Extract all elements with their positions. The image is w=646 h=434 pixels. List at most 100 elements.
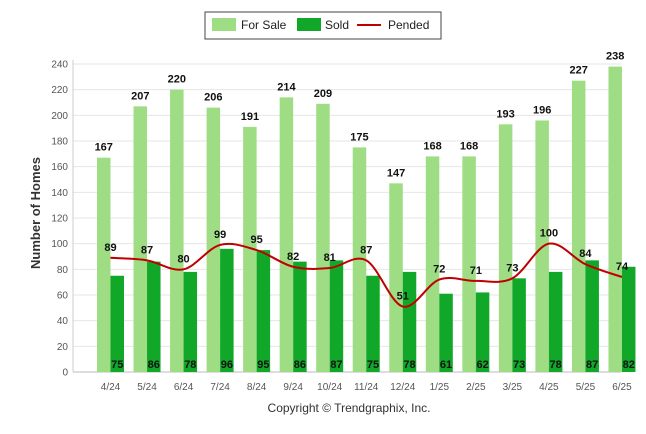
y-tick-label: 220 [51,85,68,96]
bar-sold [585,260,599,372]
data-label-pended: 95 [251,234,263,246]
legend-label-sold: Sold [325,18,349,32]
data-label-sold: 73 [513,359,525,371]
data-label-pended: 87 [360,244,372,256]
bar-sold [512,278,526,372]
x-axis-ticks: 4/24 5/24 6/24 7/24 8/24 9/24 10/24 11/24 12/24 1… [101,382,632,393]
data-label-sold: 95 [257,359,269,371]
y-tick-label: 180 [51,137,68,148]
data-label-sold: 96 [221,359,233,371]
y-tick-label: 40 [57,316,69,327]
bar-for-sale [243,126,257,372]
pended-line [110,242,623,308]
x-tick-label: 7/24 [210,382,230,393]
data-label-sold: 87 [330,359,342,371]
legend-label-pended: Pended [388,18,429,32]
bar-for-sale [425,156,440,372]
data-label-sold: 82 [623,359,635,371]
data-label-for-sale: 220 [168,74,186,86]
data-label-for-sale: 206 [204,92,222,104]
bar-sold [256,250,271,372]
data-label-pended: 82 [287,251,299,263]
data-label-for-sale: 238 [606,51,624,63]
bar-sold [366,275,380,372]
data-label-sold: 62 [476,359,488,371]
data-label-for-sale: 147 [387,167,405,179]
y-tick-label: 120 [51,214,68,225]
y-axis-ticks: 0 20 40 60 80 100 120 140 160 180 200 220 240 [51,60,68,379]
x-tick-label: 6/24 [174,382,194,393]
bar-sold [402,271,417,372]
bar-for-sale [206,107,221,372]
data-label-for-sale: 167 [95,142,113,154]
x-tick-label: 5/25 [576,382,596,393]
y-tick-label: 60 [57,291,69,302]
x-tick-label: 11/24 [354,382,379,393]
legend-label-for-sale: For Sale [241,18,287,32]
bar-for-sale [352,147,367,372]
bar-for-sale [133,106,148,372]
bar-for-sale [462,156,476,372]
data-label-for-sale: 168 [423,140,441,152]
y-tick-label: 0 [62,368,68,379]
pended-line-group [110,242,623,308]
bar-sold [548,271,563,372]
x-tick-label: 4/24 [101,382,121,393]
data-labels: 167 75 207 86 220 78 206 96 191 95 214 86 209 87 175 75… [95,51,635,371]
data-label-for-sale: 214 [277,81,296,93]
data-label-for-sale: 168 [460,140,478,152]
x-tick-label: 3/25 [503,382,523,393]
data-label-for-sale: 175 [350,131,368,143]
x-tick-label: 12/24 [390,382,415,393]
data-label-pended: 74 [616,261,629,273]
data-label-sold: 78 [550,359,562,371]
data-label-for-sale: 191 [241,111,259,123]
y-tick-label: 140 [51,188,68,199]
bar-sold [293,261,307,372]
bar-sold [621,266,636,372]
data-label-sold: 87 [586,359,598,371]
bar-sold [329,260,344,372]
y-axis-title: Number of Homes [28,157,43,269]
data-label-sold: 86 [294,359,306,371]
bar-for-sale [97,157,111,372]
x-tick-label: 5/24 [137,382,157,393]
bar-sold [147,261,161,372]
x-tick-label: 2/25 [466,382,486,393]
bar-sold [475,292,490,372]
bar-sold [110,275,124,372]
data-label-pended: 73 [506,262,518,274]
bar-sold [220,248,234,372]
x-tick-label: 4/25 [539,382,559,393]
x-tick-label: 8/24 [247,382,267,393]
legend: For Sale Sold Pended [204,11,442,40]
data-label-pended: 100 [540,228,558,240]
y-tick-label: 160 [51,162,68,173]
data-label-pended: 99 [214,229,226,241]
data-label-pended: 80 [177,253,189,265]
x-tick-label: 9/24 [283,382,303,393]
copyright: Copyright © Trendgraphix, Inc. [268,401,431,415]
data-label-sold: 78 [184,359,196,371]
x-tick-label: 6/25 [612,382,632,393]
bar-for-sale [316,103,330,373]
bar-for-sale [279,97,294,372]
data-label-pended: 51 [397,291,409,303]
data-label-for-sale: 196 [533,104,551,116]
bar-for-sale [389,183,403,372]
y-tick-label: 100 [51,239,68,250]
data-label-pended: 81 [324,252,336,264]
data-label-for-sale: 209 [314,88,332,100]
bar-for-sale [498,124,513,372]
data-label-sold: 86 [148,359,160,371]
y-tick-label: 20 [57,342,69,353]
data-label-sold: 75 [111,359,123,371]
bars [97,66,636,373]
data-label-for-sale: 227 [570,65,588,77]
data-label-sold: 61 [440,359,452,371]
x-tick-label: 1/25 [430,382,450,393]
data-label-pended: 89 [104,242,116,254]
bar-for-sale [571,80,586,372]
y-tick-label: 240 [51,60,68,71]
